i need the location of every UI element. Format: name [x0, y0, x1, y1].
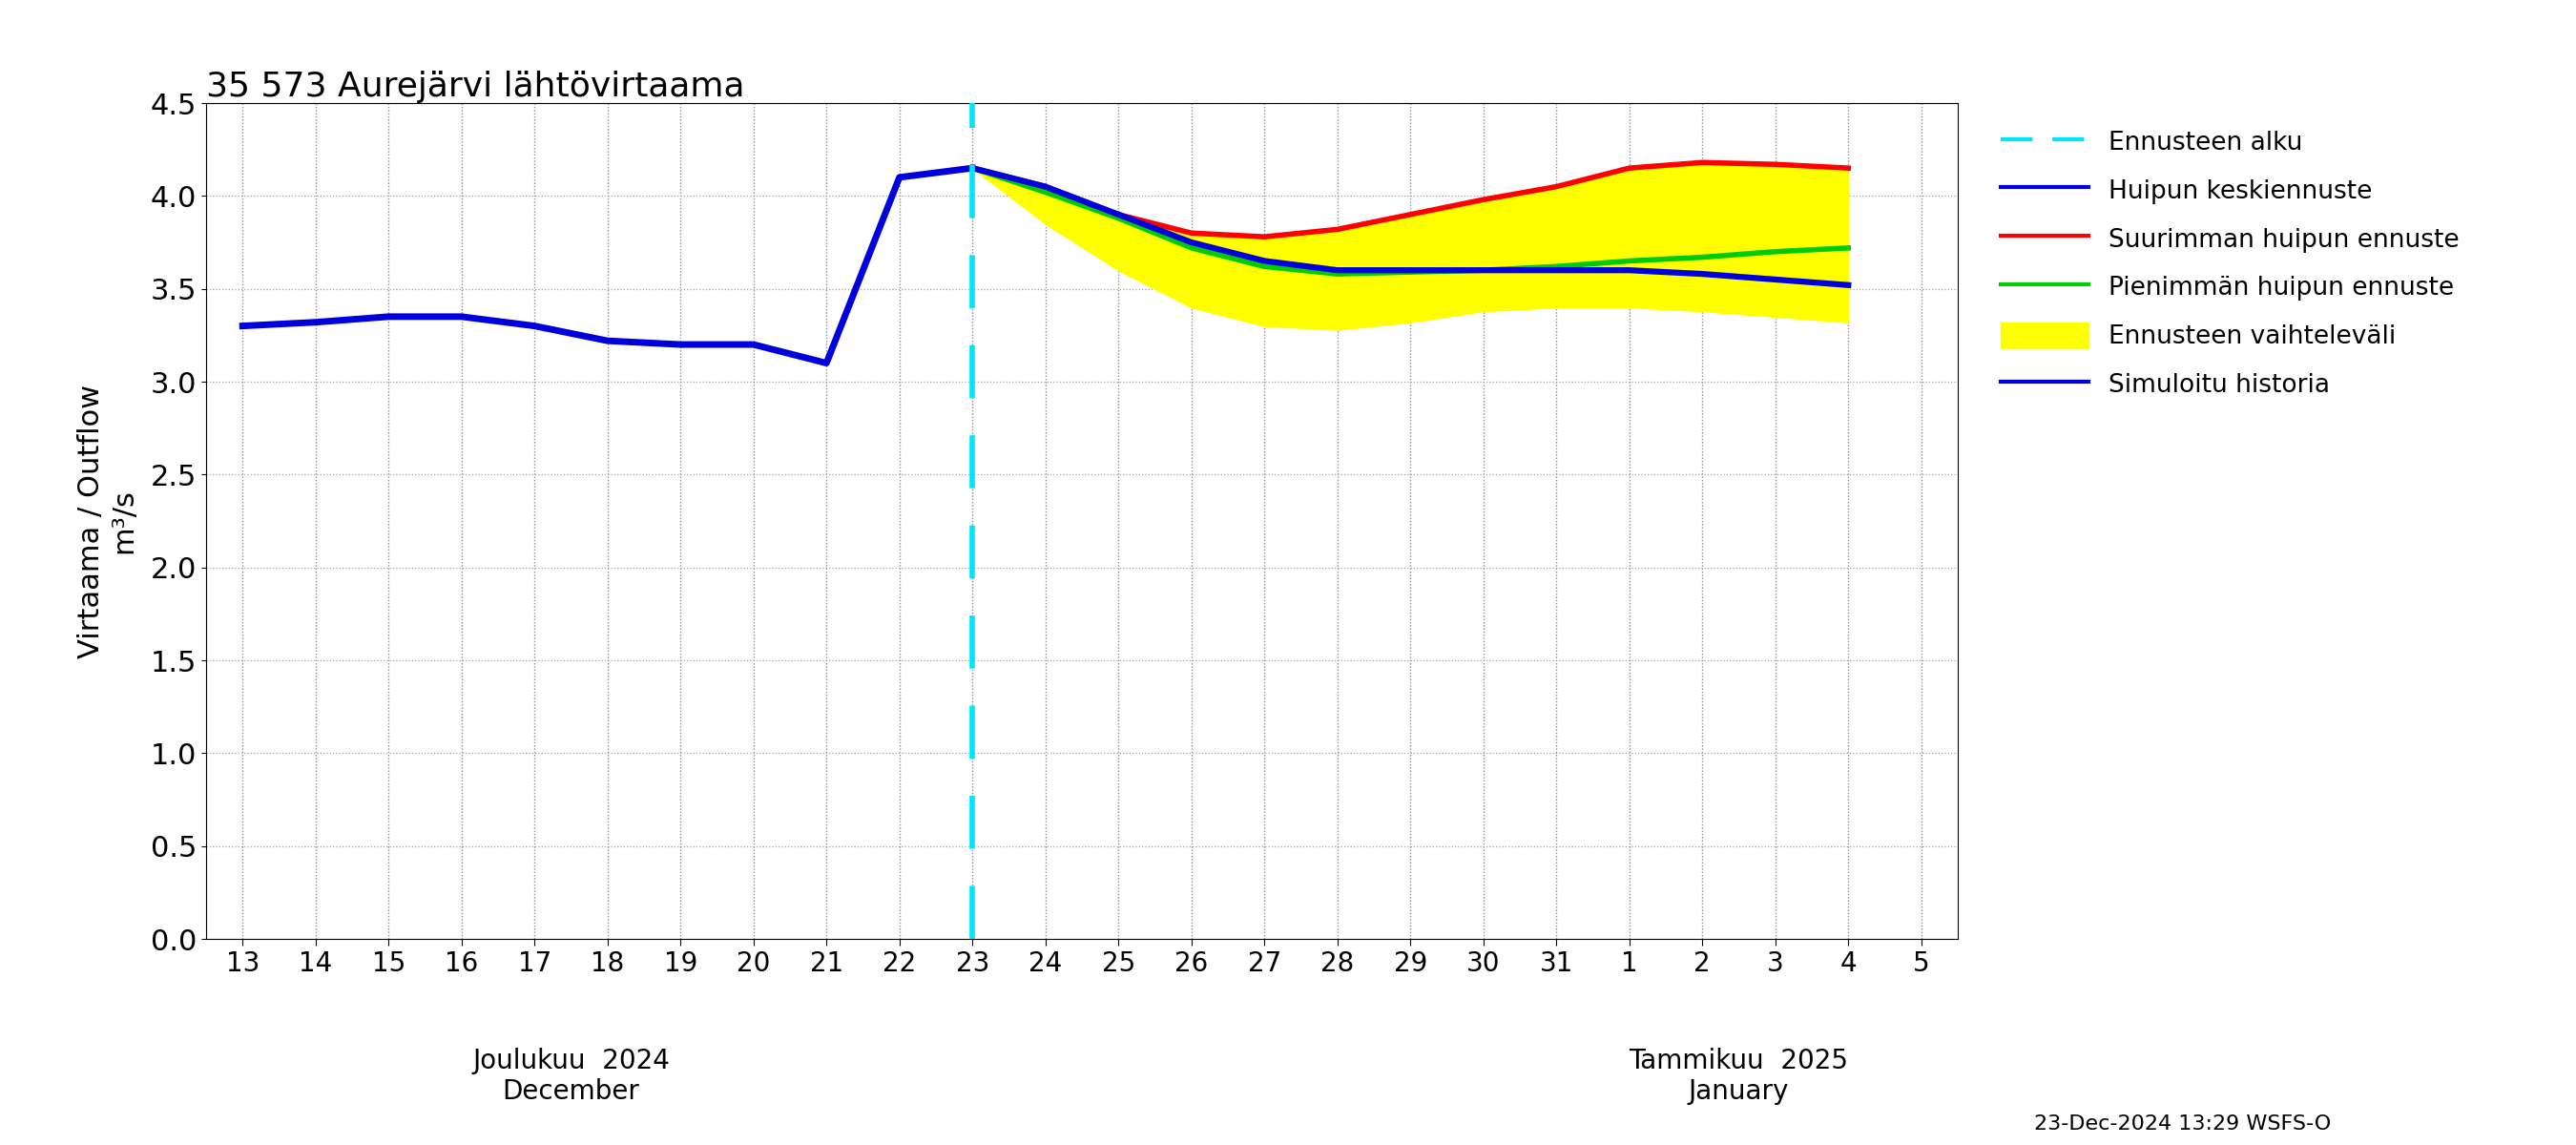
Text: 23-Dec-2024 13:29 WSFS-O: 23-Dec-2024 13:29 WSFS-O	[2035, 1114, 2331, 1134]
Text: Tammikuu  2025
January: Tammikuu 2025 January	[1628, 1048, 1850, 1105]
Text: 35 573 Aurejärvi lähtövirtaama: 35 573 Aurejärvi lähtövirtaama	[206, 71, 744, 103]
Y-axis label: Virtaama / Outflow
m³/s: Virtaama / Outflow m³/s	[77, 384, 137, 658]
Legend: Ennusteen alku, Huipun keskiennuste, Suurimman huipun ennuste, Pienimmän huipun : Ennusteen alku, Huipun keskiennuste, Suu…	[1989, 116, 2473, 411]
Text: Joulukuu  2024
December: Joulukuu 2024 December	[471, 1048, 670, 1105]
